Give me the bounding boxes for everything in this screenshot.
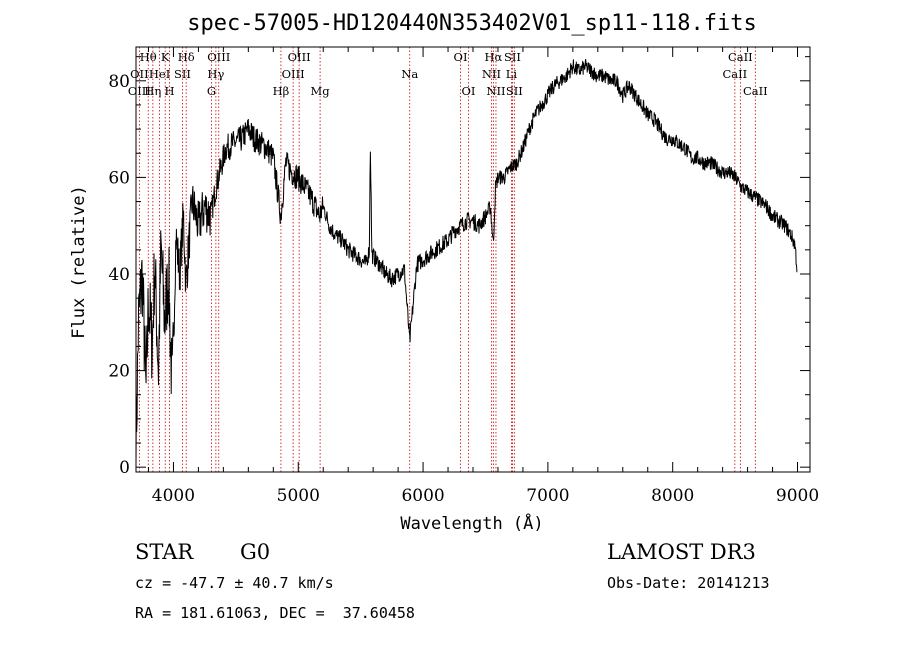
spectrum-series <box>135 59 798 465</box>
spectral-line-label: SII <box>174 67 191 81</box>
subclass: G0 <box>240 540 271 564</box>
chart-title: spec-57005-HD120440N353402V01_sp11-118.f… <box>187 11 757 36</box>
spectral-line-label: OIII <box>128 84 151 98</box>
spectral-line-label: NII <box>482 67 501 81</box>
x-tick-label: 6000 <box>401 486 444 506</box>
observation-date: Obs-Date: 20141213 <box>607 574 770 592</box>
x-tick-label: 4000 <box>152 486 195 506</box>
y-tick-label: 80 <box>108 72 130 92</box>
coordinates: RA = 181.61063, DEC = 37.60458 <box>135 604 415 622</box>
spectral-line-label: Hγ <box>207 67 224 81</box>
spectral-line-label: OIII <box>288 50 311 64</box>
y-tick-label: 20 <box>108 362 130 382</box>
plot-frame <box>135 46 811 473</box>
y-tick-label: 0 <box>119 458 130 478</box>
spectral-line-label: CaII <box>722 67 747 81</box>
redshift-velocity: cz = -47.7 ± 40.7 km/s <box>135 574 334 592</box>
spectral-line-label: Hη <box>144 84 161 98</box>
x-tick-label: 5000 <box>277 486 320 506</box>
spectral-line-label: OIII <box>282 67 305 81</box>
x-tick-label: 8000 <box>651 486 694 506</box>
spectral-line-label: CaII <box>728 50 753 64</box>
spectrum-line <box>135 59 798 465</box>
spectral-line-label: Mg <box>311 84 331 98</box>
spectral-line-label: G <box>207 84 216 98</box>
x-tick-label: 7000 <box>526 486 569 506</box>
spectral-line-label: K <box>161 50 170 64</box>
spectral-line-label: HeI <box>149 67 170 81</box>
x-axis-label: Wavelength (Å) <box>400 512 543 534</box>
y-axis-label: Flux (relative) <box>69 185 89 339</box>
spectral-line-label: H <box>165 84 175 98</box>
spectral-line-label: OI <box>454 50 468 64</box>
x-tick-label: 9000 <box>776 486 819 506</box>
object-class: STAR <box>135 540 194 564</box>
spectrum-chart: spec-57005-HD120440N353402V01_sp11-118.f… <box>69 11 819 534</box>
spectral-line-label: Na <box>401 67 418 81</box>
spectral-line-label: OII <box>130 67 149 81</box>
spectral-line-label: OI <box>462 84 476 98</box>
y-tick-label: 40 <box>108 265 130 285</box>
spectral-line-label: NII <box>486 84 505 98</box>
spectral-line-label: SII <box>504 50 521 64</box>
y-tick-label: 60 <box>108 168 130 188</box>
spectral-line-label: SII <box>506 84 523 98</box>
spectral-line-label: Li <box>506 67 518 81</box>
spectral-line-label: Hα <box>484 50 502 64</box>
spectral-line-label: Hβ <box>273 84 290 98</box>
y-axis-ticks: 0 20 40 60 80 <box>108 56 810 478</box>
spectral-line-labels: Hθ OII OIII K HeI Hη Hδ SII H OIII Hγ G Hβ OIII OIII Mg… <box>128 50 768 98</box>
x-axis-ticks: 4000 5000 6000 7000 8000 9000 <box>147 47 819 506</box>
spectral-line-label: CaII <box>743 84 768 98</box>
spectral-line-markers <box>138 47 756 472</box>
survey-name: LAMOST DR3 <box>607 540 756 564</box>
spectral-line-label: Hδ <box>178 50 195 64</box>
spectral-line-label: OIII <box>207 50 230 64</box>
spectral-line-label: Hθ <box>140 50 157 64</box>
